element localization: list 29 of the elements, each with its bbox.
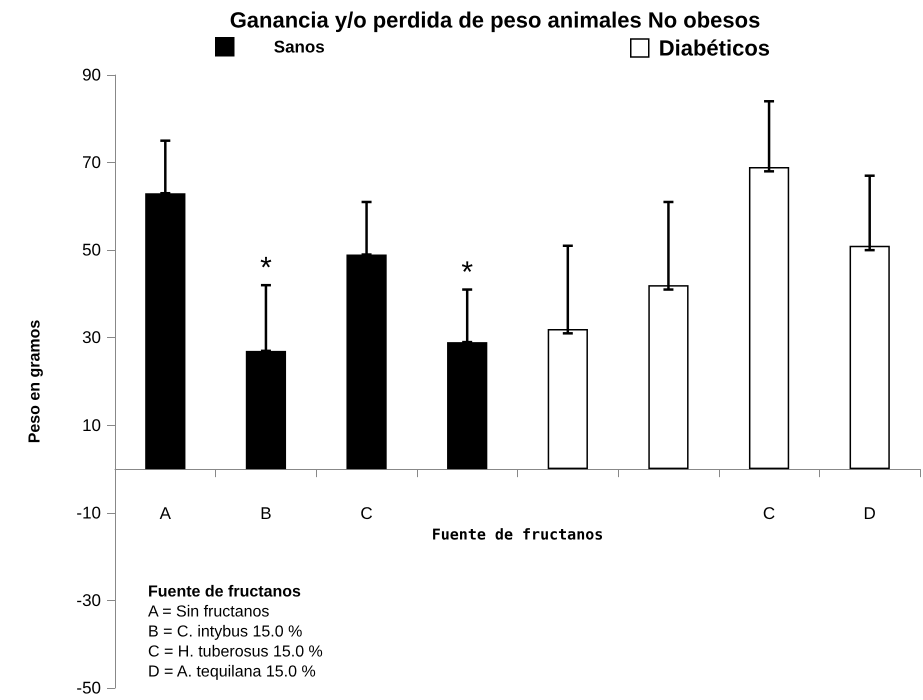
annotation: A = Sin fructanos	[148, 604, 270, 620]
y-tick-label: -10	[76, 503, 101, 522]
bar	[145, 193, 186, 470]
y-tick-label: 10	[82, 416, 101, 435]
y-tick-label: 90	[82, 66, 101, 84]
x-tick-label: A	[160, 504, 172, 524]
y-tick-label: 50	[82, 240, 101, 260]
bar	[246, 350, 286, 470]
x-tick-label: D	[864, 504, 876, 524]
x-axis-title: Fuente de fructanos	[432, 525, 604, 544]
x-tick-label: B	[260, 504, 272, 524]
annotation: C = H. tuberosus 15.0 %	[148, 644, 323, 660]
x-tick-label: C	[762, 504, 776, 524]
legend-label: Diabéticos	[658, 36, 770, 60]
y-tick-label: 70	[82, 153, 101, 172]
x-tick-label: C	[360, 504, 373, 524]
bar	[346, 254, 387, 470]
y-tick-label: 30	[82, 328, 101, 348]
data-label: *	[461, 256, 474, 290]
annotation: Fuente de fructanos	[148, 584, 302, 600]
y-axis-title: Peso en gramos	[26, 320, 44, 444]
chart-title: Ganancia y/o perdida de peso animales No obesos	[230, 8, 760, 32]
bar	[447, 342, 488, 470]
annotation: B = C. intybus 15.0 %	[148, 624, 302, 640]
legend-label: Sanos	[274, 37, 325, 56]
annotation: D = A. tequilana 15.0 %	[148, 664, 316, 680]
y-tick-label: -30	[76, 590, 101, 610]
y-tick-label: -50	[76, 678, 101, 698]
data-label: *	[260, 252, 272, 285]
